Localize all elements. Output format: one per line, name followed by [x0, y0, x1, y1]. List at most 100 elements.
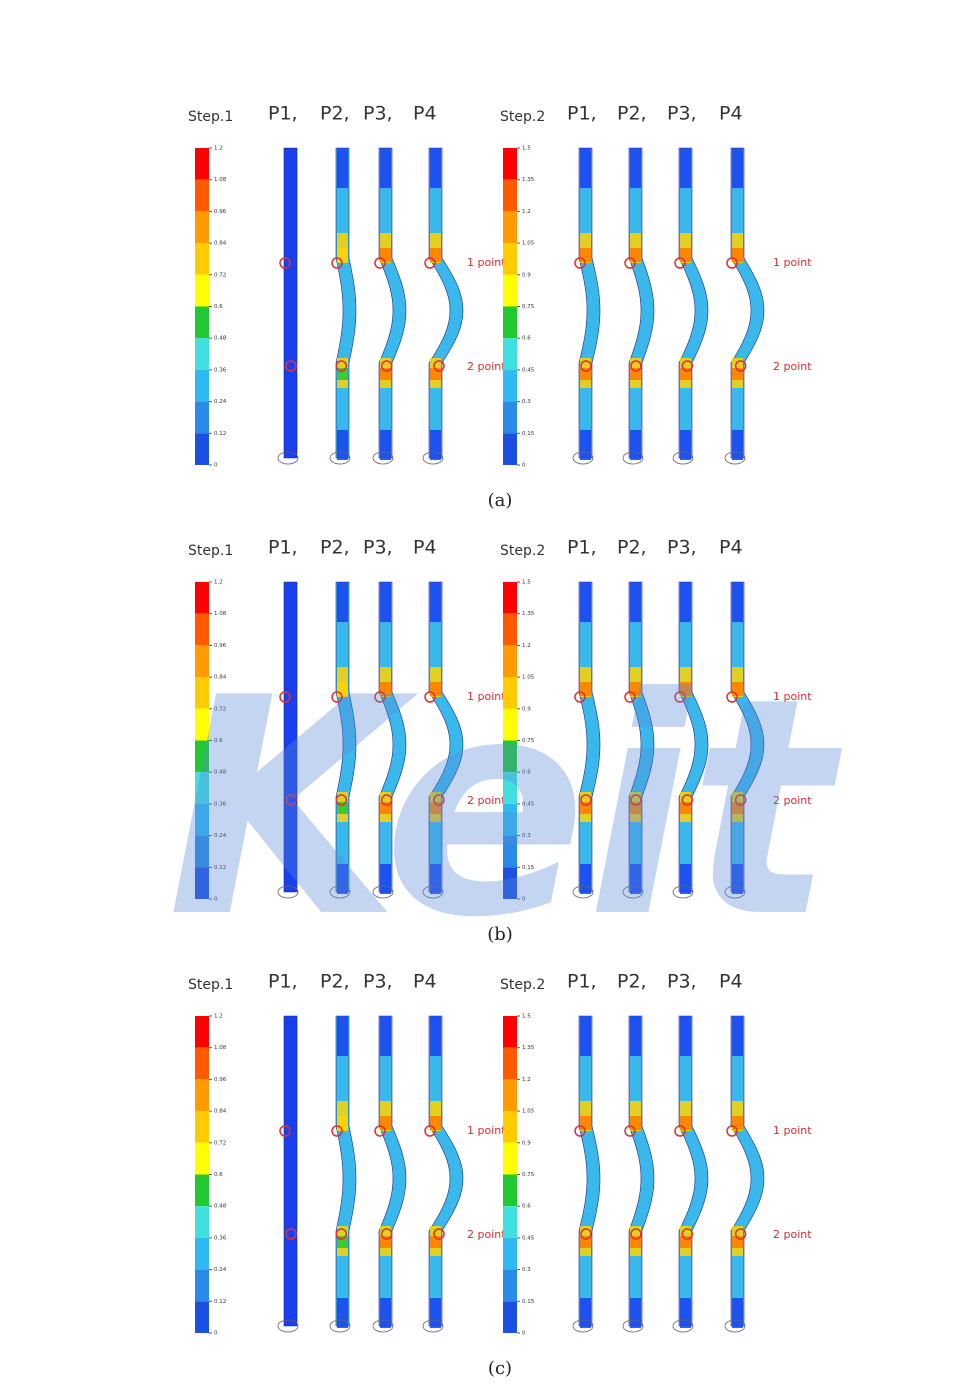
base-arc [572, 451, 594, 465]
contour-patch [680, 1298, 691, 1328]
colorbar-label: 0.9 [522, 1140, 531, 1146]
position-label: P1, [567, 537, 597, 559]
colorbar-band [503, 835, 517, 868]
contour-patch [380, 682, 391, 696]
colorbar-label: 0 [522, 1331, 526, 1337]
colorbar-label: 0.75 [522, 304, 535, 310]
base-arc [672, 451, 694, 465]
contour-patch [580, 148, 591, 188]
colorbar-band [195, 179, 209, 212]
contour-patch [732, 248, 743, 262]
contour-patch [337, 1236, 348, 1248]
colorbar-band [195, 1047, 209, 1080]
colorbar-label: 1.05 [522, 1109, 535, 1115]
point-marker [285, 360, 297, 372]
colorbar-band [195, 369, 209, 402]
contour-patch [337, 1298, 348, 1328]
position-label: P4 [719, 103, 743, 125]
base-arc [672, 1319, 694, 1333]
colorbar-label: 0.24 [214, 833, 227, 839]
contour-patch [430, 368, 441, 380]
colorbar-band [195, 1111, 209, 1143]
point-marker [630, 794, 642, 806]
contour-patch [732, 1116, 743, 1130]
contour-patch [337, 864, 348, 894]
strip [378, 1015, 407, 1327]
base-arc [329, 1319, 351, 1333]
colorbar-band [503, 179, 517, 212]
point-marker [681, 794, 694, 806]
base-arc [372, 451, 394, 465]
contour-patch [430, 430, 441, 460]
contour-patch [430, 864, 441, 894]
point-marker [279, 1125, 291, 1137]
caption: (b) [487, 924, 513, 945]
contour-patch [732, 802, 743, 814]
contour-patch [380, 248, 391, 262]
colorbar-band [195, 1016, 209, 1048]
step-title: Step.2 [500, 977, 545, 993]
colorbar-label: 0.96 [214, 209, 227, 215]
colorbar-label: 0 [214, 463, 218, 469]
colorbar-label: 1.08 [214, 611, 227, 617]
colorbar-band [195, 243, 209, 275]
colorbar-label: 0.36 [214, 367, 227, 373]
strip [578, 1015, 601, 1327]
colorbar-label: 1.05 [522, 675, 535, 681]
point-marker [674, 257, 686, 269]
colorbar-band [503, 708, 517, 741]
position-label: P2, [320, 103, 350, 125]
base-arc [724, 451, 746, 465]
position-label: P1, [268, 537, 298, 559]
contour-patch [430, 248, 441, 262]
contour-patch [337, 148, 348, 188]
colorbar-band [195, 338, 209, 370]
colorbar-label: 0.48 [214, 1204, 227, 1210]
colorbar-label: 0.3 [522, 833, 531, 839]
contour-patch [732, 682, 743, 696]
contour-patch [732, 582, 743, 622]
base-arc [277, 1319, 299, 1333]
colorbar-band [503, 1016, 517, 1048]
point-marker [624, 691, 636, 703]
colorbar-band [503, 1079, 517, 1112]
colorbar-band [195, 1079, 209, 1112]
contour-patch [430, 1116, 441, 1130]
contour-patch [680, 682, 691, 696]
base-arc [277, 885, 299, 899]
colorbar-band [503, 274, 517, 307]
position-label: P3, [667, 103, 697, 125]
position-label: P2, [617, 537, 647, 559]
colorbar-band [195, 1301, 209, 1333]
colorbar-label: 1.2 [522, 209, 531, 215]
base-arc [672, 885, 694, 899]
point-label: 1 point [467, 256, 506, 269]
position-label: P2, [617, 971, 647, 993]
colorbar-band [195, 772, 209, 804]
contour-patch [680, 582, 691, 622]
contour-patch [732, 864, 743, 894]
colorbar-label: 0.36 [214, 801, 227, 807]
step-title: Step.1 [188, 109, 233, 125]
colorbar-band [503, 1111, 517, 1143]
colorbar-band [503, 613, 517, 646]
point-marker [630, 1228, 642, 1240]
base-arc [724, 1319, 746, 1333]
contour-patch [380, 368, 391, 380]
point-marker [374, 1125, 386, 1137]
point-marker [335, 794, 348, 806]
colorbar-label: 0.12 [214, 1299, 226, 1305]
contour-patch [630, 430, 641, 460]
colorbar-label: 1.35 [522, 611, 535, 617]
colorbar-band [503, 338, 517, 370]
strip [335, 1015, 357, 1327]
colorbar-label: 0.84 [214, 1109, 227, 1115]
colorbar-band [503, 148, 517, 180]
colorbar-band [195, 1174, 209, 1207]
position-label: P1, [567, 103, 597, 125]
contour-patch [380, 1236, 391, 1248]
colorbar-band [195, 211, 209, 244]
base-arc [622, 451, 644, 465]
caption: (c) [488, 1358, 512, 1379]
